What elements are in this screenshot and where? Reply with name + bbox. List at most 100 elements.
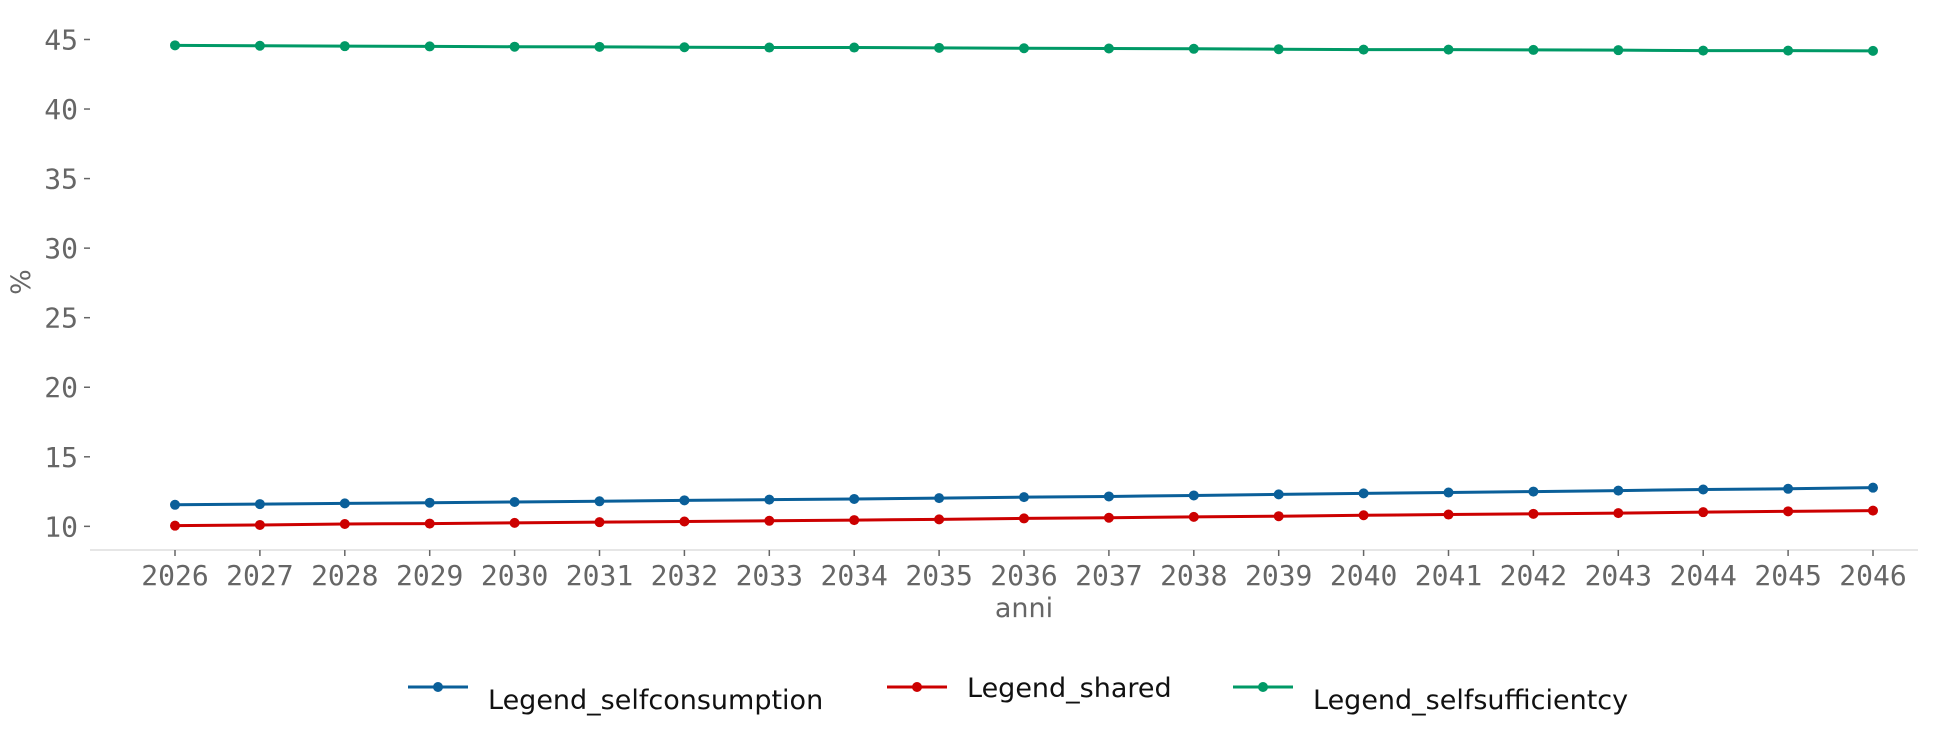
y-axis-label: % bbox=[6, 269, 37, 295]
data-point bbox=[849, 42, 860, 53]
data-point bbox=[254, 519, 265, 530]
data-point bbox=[1528, 44, 1539, 55]
data-point bbox=[339, 41, 350, 52]
data-point bbox=[424, 518, 435, 529]
data-point bbox=[1783, 506, 1794, 517]
data-point bbox=[1868, 505, 1878, 516]
x-tick-label: 2028 bbox=[311, 559, 378, 592]
data-point bbox=[509, 517, 520, 528]
x-tick-label: 2034 bbox=[820, 559, 887, 592]
data-point bbox=[170, 520, 180, 531]
data-point bbox=[1783, 45, 1794, 56]
x-tick-label: 2037 bbox=[1075, 559, 1142, 592]
x-axis-label: anni bbox=[995, 593, 1053, 624]
legend-label: Legend_selfsufficientcy bbox=[1313, 685, 1628, 716]
data-point bbox=[1188, 511, 1199, 522]
y-tick-label: 15 bbox=[44, 441, 78, 474]
data-point bbox=[1698, 484, 1709, 495]
data-point bbox=[424, 41, 435, 52]
x-tick-label: 2039 bbox=[1245, 559, 1312, 592]
x-tick-label: 2041 bbox=[1415, 559, 1482, 592]
legend: Legend_selfconsumption Legend_shared Legen… bbox=[408, 673, 1628, 716]
data-point bbox=[764, 515, 775, 526]
data-point bbox=[594, 41, 605, 52]
data-point bbox=[934, 42, 945, 53]
data-point bbox=[509, 41, 520, 52]
x-tick-label: 2043 bbox=[1585, 559, 1652, 592]
x-tick-label: 2036 bbox=[990, 559, 1057, 592]
x-tick-label: 2046 bbox=[1839, 559, 1906, 592]
data-point bbox=[1019, 43, 1029, 54]
data-point bbox=[1443, 487, 1454, 498]
x-tick-label: 2026 bbox=[141, 559, 208, 592]
data-point bbox=[1698, 507, 1709, 518]
x-tick-label: 2045 bbox=[1754, 559, 1821, 592]
legend-item: Legend_selfsufficientcy bbox=[1233, 682, 1628, 716]
x-tick-label: 2042 bbox=[1500, 559, 1567, 592]
y-tick-label: 30 bbox=[44, 232, 78, 265]
data-point bbox=[764, 494, 775, 505]
series-Legend_selfsufficientcy bbox=[170, 40, 1878, 56]
data-point bbox=[1443, 509, 1454, 520]
data-point bbox=[934, 493, 945, 504]
data-point bbox=[1358, 44, 1369, 55]
series-Legend_shared bbox=[170, 505, 1878, 531]
data-point bbox=[679, 516, 690, 527]
data-point bbox=[1019, 513, 1029, 524]
data-point bbox=[339, 498, 350, 509]
data-point bbox=[1358, 488, 1369, 499]
data-point bbox=[1868, 45, 1878, 56]
data-point bbox=[849, 515, 860, 526]
series-Legend_selfconsumption bbox=[170, 482, 1878, 510]
data-point bbox=[1868, 482, 1878, 493]
legend-swatch-marker bbox=[912, 682, 922, 692]
data-point bbox=[1103, 512, 1114, 523]
data-point bbox=[1613, 508, 1624, 519]
x-tick-label: 2027 bbox=[226, 559, 293, 592]
x-tick-label: 2044 bbox=[1669, 559, 1736, 592]
legend-label: Legend_shared bbox=[967, 673, 1172, 704]
legend-item: Legend_shared bbox=[887, 673, 1172, 704]
legend-swatch-marker bbox=[1258, 682, 1268, 692]
data-point bbox=[254, 40, 265, 51]
data-point bbox=[934, 514, 945, 525]
data-point bbox=[1613, 485, 1624, 496]
x-tick-label: 2029 bbox=[396, 559, 463, 592]
y-tick-label: 45 bbox=[44, 23, 78, 56]
data-point bbox=[170, 40, 180, 51]
data-point bbox=[594, 496, 605, 507]
data-point bbox=[764, 42, 775, 53]
data-point bbox=[1698, 45, 1709, 56]
data-point bbox=[1783, 483, 1794, 494]
legend-swatch-marker bbox=[433, 682, 443, 692]
series-layer bbox=[170, 40, 1878, 531]
y-tick-label: 10 bbox=[44, 510, 78, 543]
data-point bbox=[679, 495, 690, 506]
x-tick-label: 2035 bbox=[905, 559, 972, 592]
data-point bbox=[424, 497, 435, 508]
data-point bbox=[1443, 44, 1454, 55]
data-point bbox=[1103, 491, 1114, 502]
data-point bbox=[1103, 43, 1114, 54]
y-axis: 10 15 20 25 30 35 40 45 bbox=[44, 23, 90, 543]
data-point bbox=[594, 517, 605, 528]
data-point bbox=[1358, 510, 1369, 521]
x-tick-label: 2033 bbox=[736, 559, 803, 592]
data-point bbox=[1188, 43, 1199, 54]
data-point bbox=[170, 499, 180, 510]
data-point bbox=[1528, 508, 1539, 519]
y-tick-label: 25 bbox=[44, 302, 78, 335]
x-tick-label: 2038 bbox=[1160, 559, 1227, 592]
x-tick-label: 2030 bbox=[481, 559, 548, 592]
data-point bbox=[1188, 490, 1199, 501]
data-point bbox=[1273, 489, 1284, 500]
legend-item: Legend_selfconsumption bbox=[408, 682, 823, 716]
x-tick-label: 2040 bbox=[1330, 559, 1397, 592]
x-tick-label: 2032 bbox=[651, 559, 718, 592]
data-point bbox=[849, 493, 860, 504]
y-tick-label: 35 bbox=[44, 163, 78, 196]
data-point bbox=[1273, 511, 1284, 522]
data-point bbox=[1273, 44, 1284, 55]
y-tick-label: 20 bbox=[44, 371, 78, 404]
